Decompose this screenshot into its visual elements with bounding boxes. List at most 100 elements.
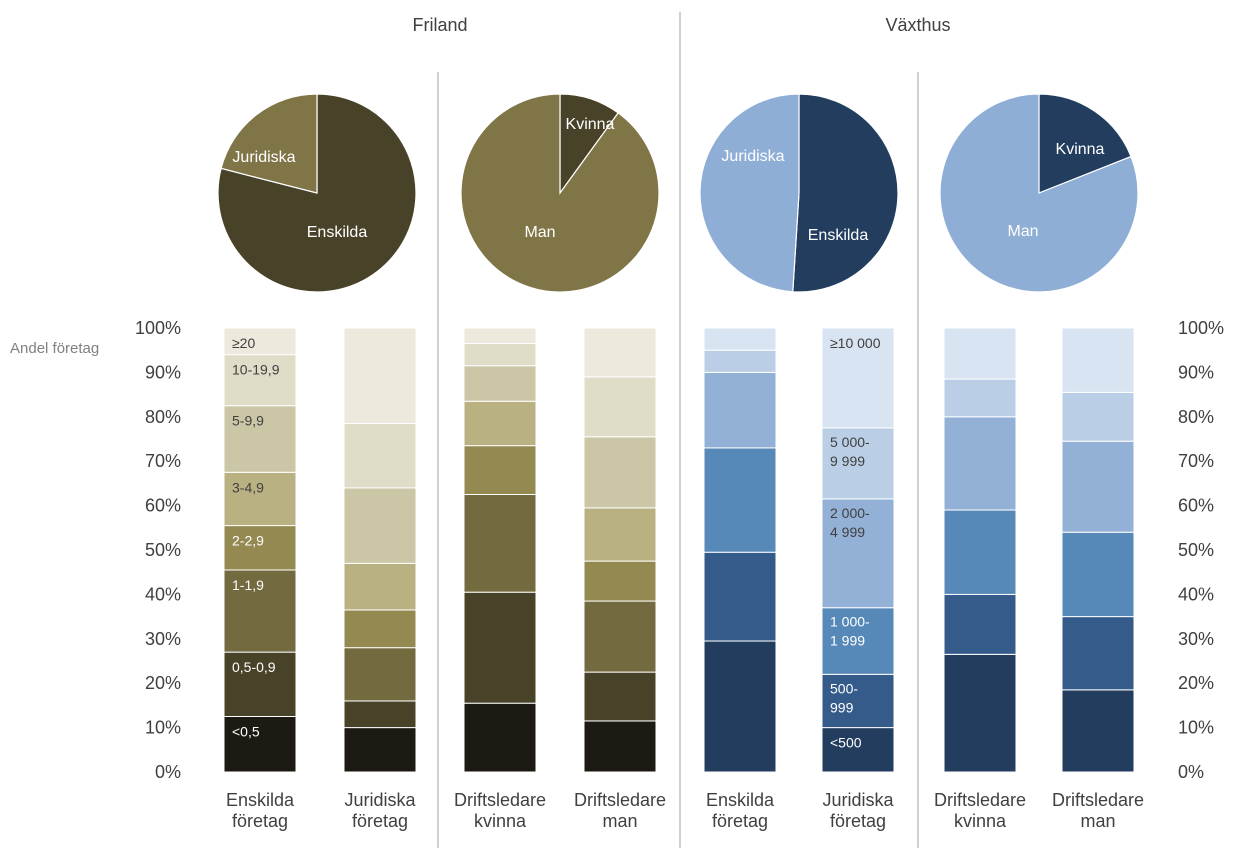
bar-segment <box>343 727 417 773</box>
bar-segment <box>223 716 297 773</box>
y-tick-label: 0% <box>155 762 181 782</box>
segment-label: 5-9,9 <box>232 413 264 429</box>
category-label: Driftsledare kvinna <box>934 790 1026 831</box>
y-tick-label: 50% <box>145 540 181 560</box>
bar-segment <box>943 593 1017 655</box>
bar-segment <box>343 327 417 424</box>
y-tick-label: 50% <box>1178 540 1214 560</box>
y-axis-ticks-right: 0% 10% 20% 30% 40% 50% 60% 70% 80% 90% 100% <box>1178 318 1224 782</box>
category-label: Driftsledare man <box>1052 790 1144 831</box>
bar-segment <box>703 327 777 351</box>
bar-segment <box>703 349 777 373</box>
y-tick-label: 20% <box>145 673 181 693</box>
segment-label: 2 000-4 999 <box>830 505 870 540</box>
segment-label: 2-2,9 <box>232 533 264 549</box>
pie-slice <box>792 93 899 293</box>
group-dividers <box>437 12 919 848</box>
pie-slice <box>699 93 800 293</box>
bar-segment <box>583 720 657 773</box>
bar-segment <box>343 647 417 702</box>
bar-segment <box>583 327 657 378</box>
y-tick-label: 80% <box>145 407 181 427</box>
y-tick-label: 0% <box>1178 762 1204 782</box>
bar-segment <box>223 651 297 717</box>
bar-segment <box>1061 327 1135 393</box>
segment-label: 1 000-1 999 <box>830 614 870 649</box>
pie-slice-label: Enskilda <box>808 227 869 244</box>
bar-segment <box>223 525 297 571</box>
bar-segment <box>343 700 417 729</box>
group-title-friland: Friland <box>412 15 467 35</box>
y-axis-label: Andel företag <box>10 340 99 357</box>
bar-segment <box>1061 391 1135 442</box>
pie-slice <box>460 93 660 293</box>
bar-segment <box>343 609 417 649</box>
y-tick-label: 60% <box>145 496 181 516</box>
pie-slice-label: Juridiska <box>232 149 295 166</box>
bar-segment <box>943 653 1017 773</box>
category-label: Juridiska företag <box>822 790 894 831</box>
y-tick-label: 60% <box>1178 496 1214 516</box>
y-axis-ticks-left: 0% 10% 20% 30% 40% 50% 60% 70% 80% 90% 100% <box>135 318 181 782</box>
pie-slice-label: Man <box>1007 223 1038 240</box>
bar-segment <box>463 445 537 496</box>
bar-segment <box>583 507 657 562</box>
category-label: Driftsledare kvinna <box>454 790 546 831</box>
stacked-bars: <0,5 0,5-0,9 1-1,9 2-2,9 3-4,9 5-9,9 10-19,9 ≥2… <box>223 327 1135 773</box>
bar-segment <box>223 327 297 356</box>
bar-segment <box>821 727 895 773</box>
pie-slice-label: Enskilda <box>307 224 368 241</box>
bar-segment <box>463 327 537 345</box>
bar-segment <box>583 671 657 722</box>
bar-segment <box>1061 616 1135 691</box>
segment-label: 10-19,9 <box>232 362 280 378</box>
bar-segment <box>343 487 417 564</box>
category-label: Driftsledare man <box>574 790 666 831</box>
segment-label: 1-1,9 <box>232 577 264 593</box>
bar-segment <box>223 354 297 407</box>
bar-segment <box>821 327 895 429</box>
category-label: Enskilda företag <box>706 790 775 831</box>
bar-segment <box>821 607 895 675</box>
bar-segment <box>583 376 657 438</box>
bar-segment <box>343 562 417 611</box>
segment-label: 3-4,9 <box>232 479 264 495</box>
pie-slice-label: Kvinna <box>1056 141 1105 158</box>
bar-segment <box>943 509 1017 595</box>
bar-segment <box>1061 440 1135 533</box>
bar-segment <box>223 471 297 527</box>
bar-segment <box>1061 531 1135 618</box>
bar-segment <box>583 600 657 673</box>
y-tick-label: 90% <box>145 362 181 382</box>
category-labels: Enskilda företag Juridiska företag Driftsled… <box>226 790 1144 831</box>
bar-segment <box>943 378 1017 418</box>
pie-slice <box>939 93 1139 293</box>
bar-segment <box>463 365 537 402</box>
segment-label: ≥10 000 <box>830 335 881 351</box>
pie-slice-label: Kvinna <box>566 116 615 133</box>
y-tick-label: 20% <box>1178 673 1214 693</box>
bar-segment <box>463 591 537 704</box>
category-label: Juridiska företag <box>344 790 416 831</box>
category-label: Enskilda företag <box>226 790 295 831</box>
y-tick-label: 70% <box>1178 451 1214 471</box>
y-tick-label: 100% <box>1178 318 1224 338</box>
segment-label: 5 000-9 999 <box>830 434 870 469</box>
pie-charts: Enskilda Juridiska Kvinna Man Enskilda Juridi… <box>217 93 1139 293</box>
bar-segment <box>943 327 1017 380</box>
y-tick-label: 10% <box>145 718 181 738</box>
bar-segment <box>1061 689 1135 773</box>
y-tick-label: 80% <box>1178 407 1214 427</box>
bar-segment <box>943 416 1017 511</box>
bar-segment <box>223 569 297 653</box>
bar-segment <box>463 343 537 367</box>
bar-segment <box>703 447 777 553</box>
group-title-vaxthus: Växthus <box>885 15 950 35</box>
bar-segment <box>703 551 777 642</box>
segment-label: 500-999 <box>830 680 858 715</box>
y-tick-label: 100% <box>135 318 181 338</box>
pie-slice <box>1038 93 1132 194</box>
segment-label: 0,5-0,9 <box>232 659 276 675</box>
y-tick-label: 90% <box>1178 362 1214 382</box>
